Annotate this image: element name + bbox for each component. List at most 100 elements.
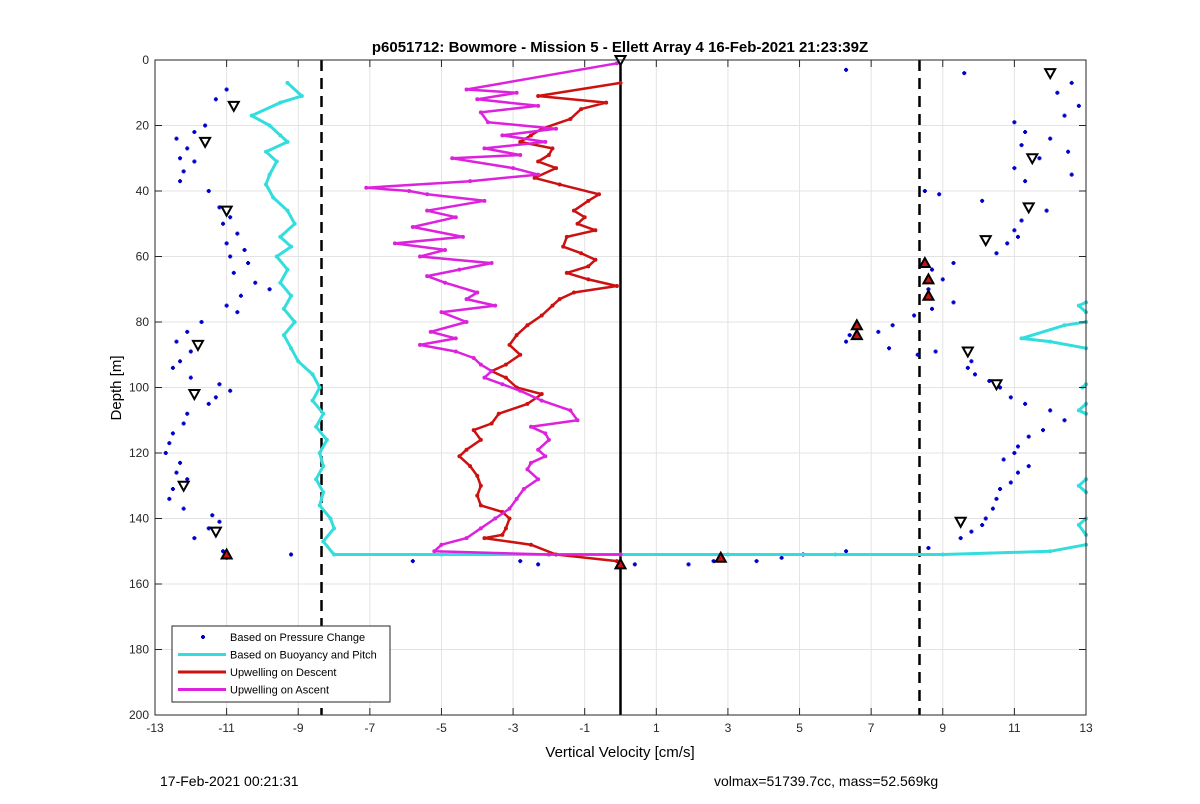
pressure-point <box>242 247 247 252</box>
buoyancy-point <box>324 437 329 442</box>
buoyancy-point <box>278 234 283 239</box>
pressure-point <box>779 555 784 560</box>
ascent-point <box>428 329 433 334</box>
pressure-point <box>174 339 179 344</box>
pressure-point <box>1015 234 1020 239</box>
buoyancy-point <box>310 398 315 403</box>
ascent-point <box>536 477 541 482</box>
ascent-point <box>478 110 483 115</box>
descent-point <box>575 221 580 226</box>
pressure-point <box>930 267 935 272</box>
marker-up <box>921 272 936 285</box>
buoyancy-point <box>274 159 279 164</box>
ascent-point <box>475 290 480 295</box>
pressure-point <box>163 451 168 455</box>
descent-point <box>478 483 483 488</box>
pressure-point <box>998 487 1003 492</box>
marker-down <box>989 379 1004 392</box>
buoyancy-point <box>1076 523 1081 528</box>
x-tick-label: 9 <box>939 721 946 735</box>
buoyancy-point <box>321 411 326 416</box>
descent-point <box>475 473 480 478</box>
marker-down <box>1025 153 1039 166</box>
pressure-point <box>1023 179 1028 184</box>
pressure-point <box>174 136 179 141</box>
pressure-point <box>987 378 992 383</box>
ascent-point <box>468 179 473 184</box>
buoyancy-point <box>1076 303 1081 308</box>
ascent-point <box>457 267 462 272</box>
buoyancy-point <box>321 464 326 469</box>
descent-point <box>593 228 598 233</box>
descent-point <box>550 146 555 151</box>
x-tick-label: -13 <box>146 721 164 735</box>
y-tick-label: 20 <box>136 119 150 133</box>
descent-point <box>468 464 473 469</box>
buoyancy-point <box>264 182 269 187</box>
pressure-point <box>1062 418 1067 423</box>
x-tick-label: -9 <box>293 721 304 735</box>
ascent-point <box>536 103 541 108</box>
descent-point <box>503 375 508 380</box>
pressure-point <box>890 323 895 328</box>
pressure-point <box>962 71 967 76</box>
pressure-point <box>994 251 999 256</box>
ascent-point <box>417 342 422 347</box>
ascent-point <box>500 382 505 387</box>
pressure-point <box>933 349 938 354</box>
ascent-point <box>432 549 437 554</box>
descent-point <box>471 428 476 433</box>
descent-point <box>561 244 566 249</box>
pressure-point <box>1019 143 1024 148</box>
buoyancy-point <box>274 254 279 259</box>
pressure-point <box>185 146 190 151</box>
descent-point <box>518 352 523 357</box>
ascent-point <box>453 336 458 341</box>
buoyancy-point <box>1076 483 1081 488</box>
buoyancy-point <box>264 149 269 154</box>
x-tick-label: 13 <box>1079 721 1093 735</box>
pressure-point <box>1008 480 1013 485</box>
marker-up <box>921 288 936 301</box>
buoyancy-point <box>310 372 315 377</box>
descent-point <box>586 264 591 269</box>
pressure-point <box>1008 395 1013 400</box>
buoyancy-point <box>1062 323 1067 328</box>
descent-point <box>503 362 508 367</box>
pressure-point <box>221 221 226 226</box>
ascent-point <box>500 133 505 138</box>
pressure-point <box>1019 218 1024 223</box>
marker-up <box>714 550 728 563</box>
x-tick-label: 7 <box>868 721 875 735</box>
descent-point <box>571 290 576 295</box>
ascent-point <box>539 398 544 403</box>
descent-point <box>536 159 541 164</box>
pressure-point <box>1044 208 1049 213</box>
buoyancy-point <box>332 526 337 531</box>
footer-info: volmax=51739.7cc, mass=52.569kg <box>714 773 939 789</box>
buoyancy-point <box>285 80 290 85</box>
ascent-point <box>543 431 548 436</box>
pressure-point <box>980 198 985 203</box>
pressure-point <box>188 349 193 354</box>
pressure-point <box>980 523 985 528</box>
pressure-point <box>410 559 415 564</box>
ascent-point <box>514 90 519 95</box>
ascent-point <box>478 362 483 367</box>
marker-up <box>850 328 864 341</box>
legend-swatch <box>201 635 205 639</box>
pressure-point <box>228 388 233 393</box>
pressure-point <box>235 310 240 315</box>
pressure-point <box>983 516 988 521</box>
pressure-point <box>1012 228 1017 233</box>
buoyancy-point <box>289 244 294 249</box>
descent-point <box>507 342 512 347</box>
ascent-point <box>392 241 397 246</box>
x-tick-label: 3 <box>725 721 732 735</box>
pressure-point <box>958 536 963 541</box>
descent-point <box>586 277 591 282</box>
descent-point <box>564 270 569 275</box>
pressure-point <box>170 365 175 370</box>
descent-point <box>579 107 584 112</box>
